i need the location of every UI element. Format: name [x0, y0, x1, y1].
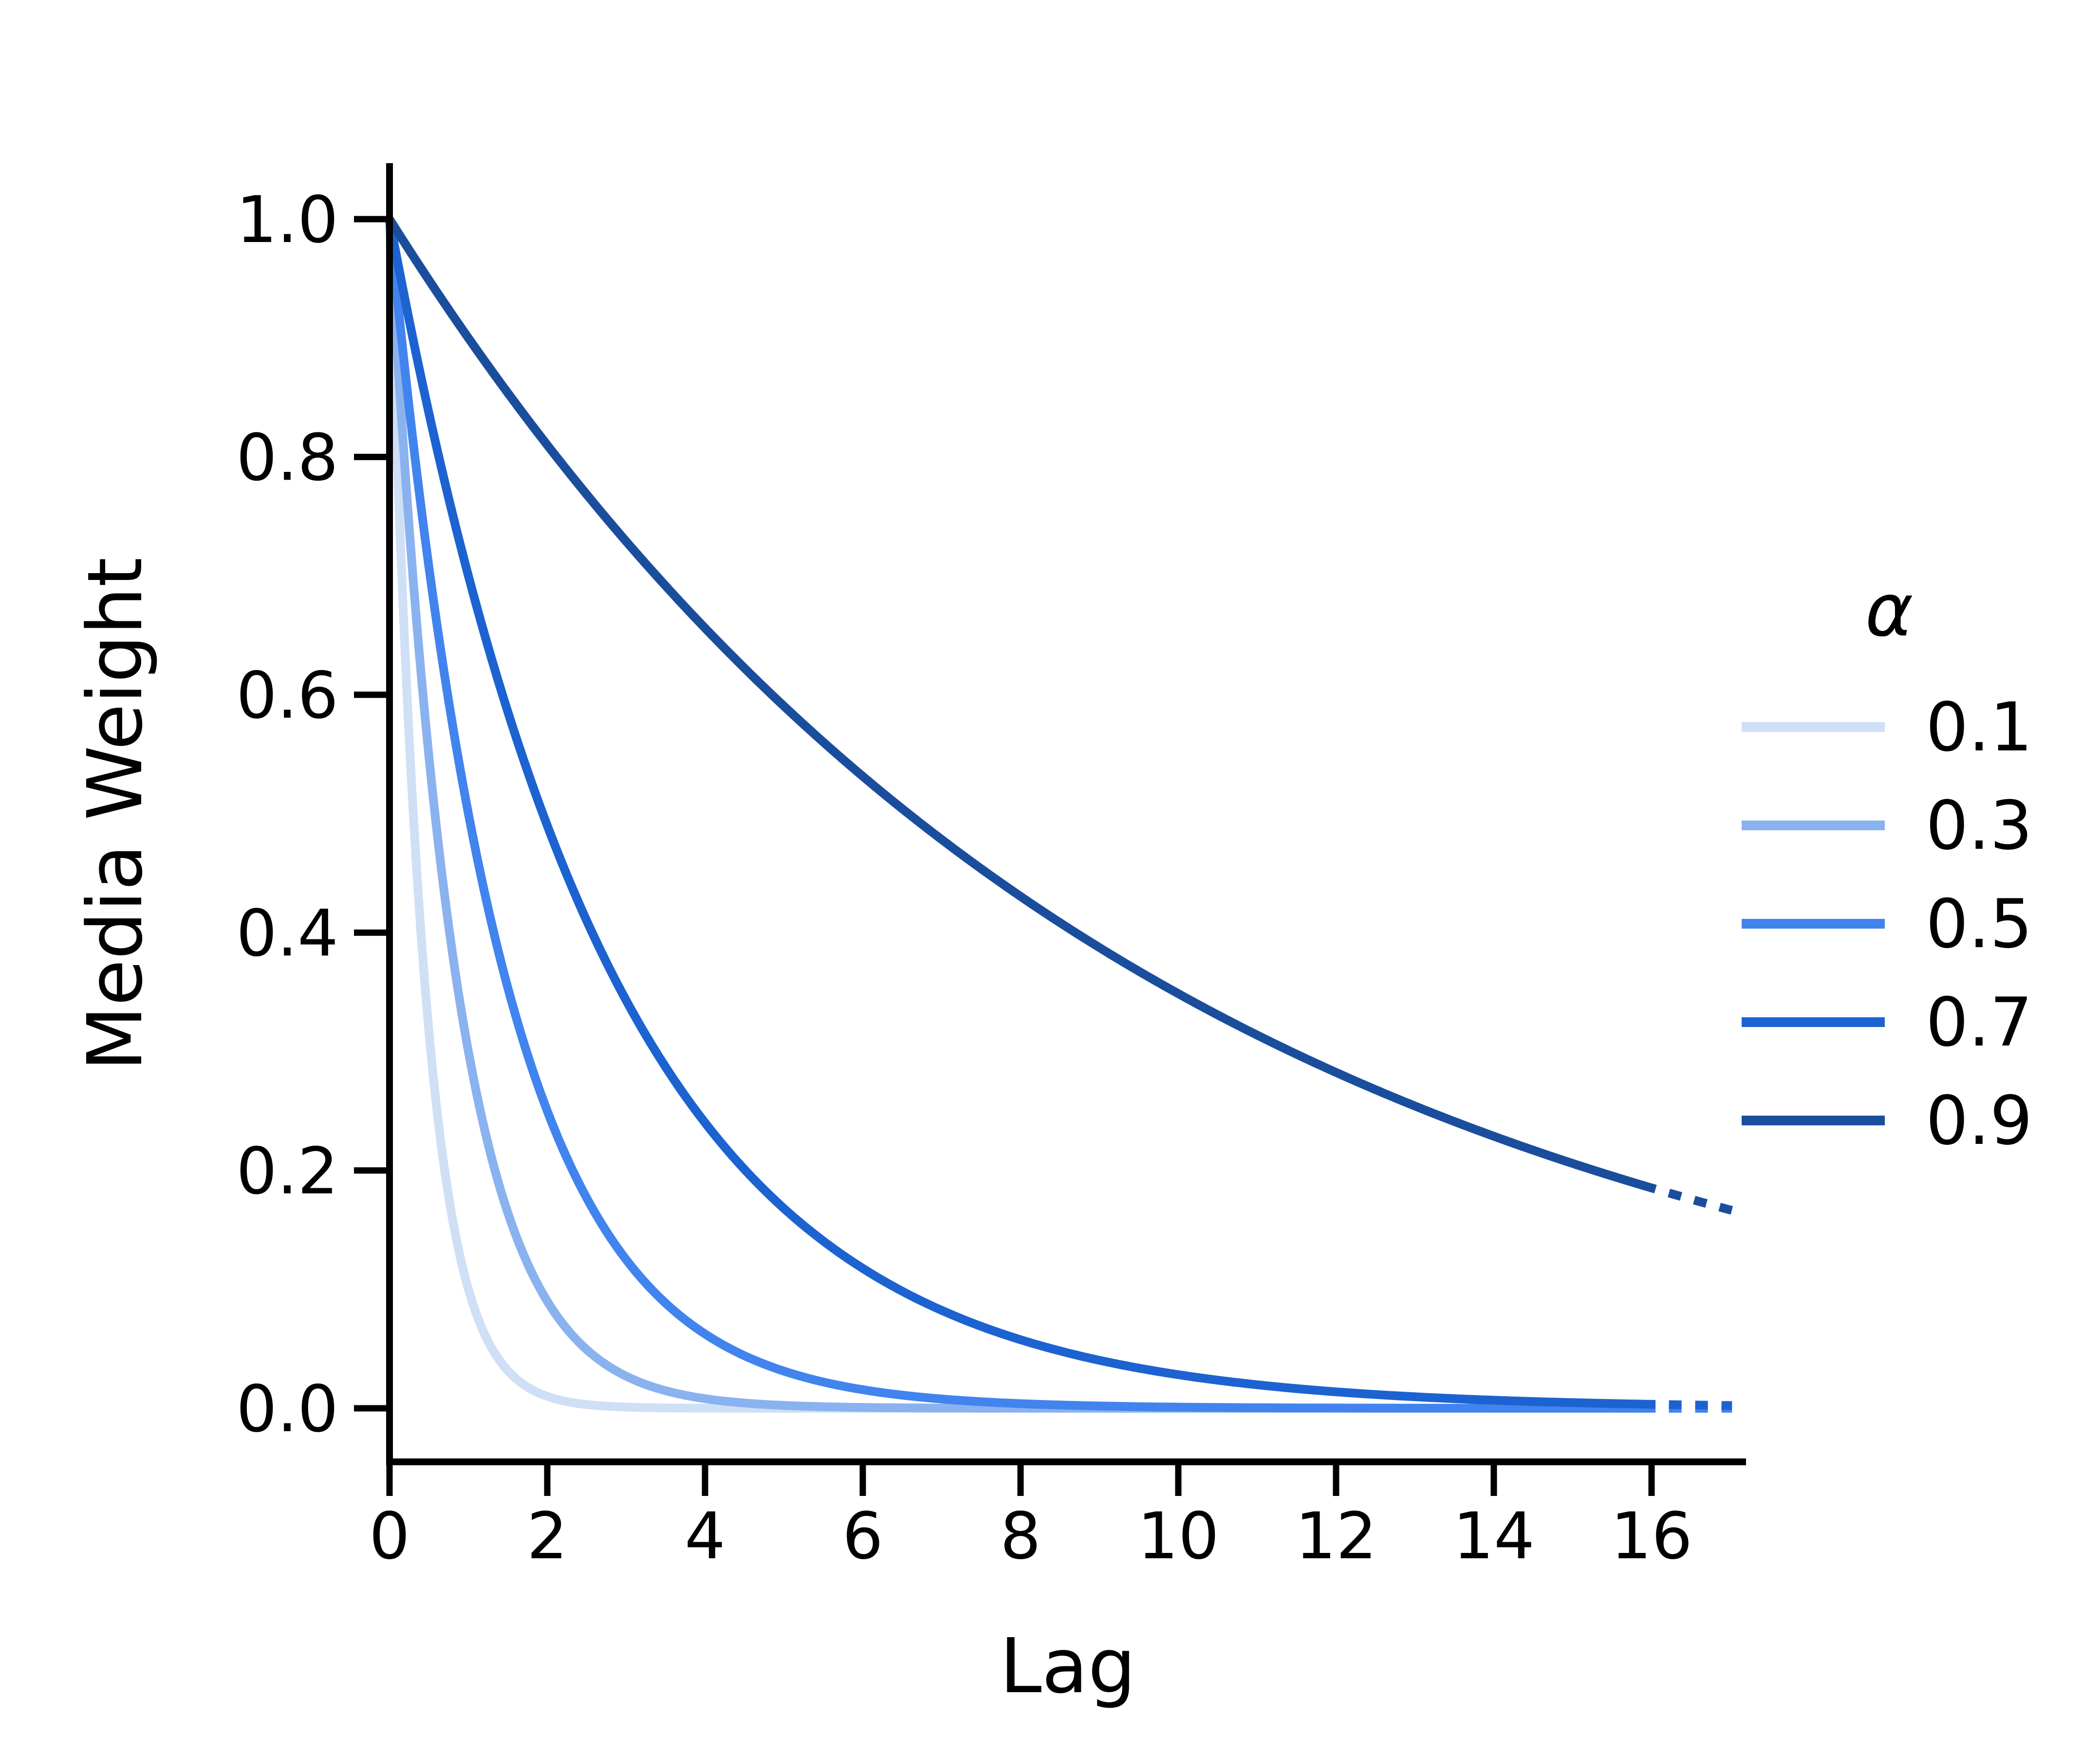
legend-title: α [1865, 568, 1914, 653]
legend-entry-label: 0.7 [1926, 983, 2032, 1062]
series-line-0.3 [385, 219, 1656, 1413]
y-tick-label: 1.0 [236, 183, 338, 258]
legend-entries: 0.1 0.3 0.5 0.7 0.9 [1742, 688, 2032, 1160]
x-tick-label: 10 [1137, 1499, 1219, 1574]
legend-row: 0.5 [1742, 885, 2032, 963]
x-tick-label: 6 [842, 1499, 883, 1574]
legend: α 0.1 0.3 0.5 0.7 0.9 [1742, 568, 2032, 1160]
series-line-continuation-0.7 [1669, 1400, 1732, 1410]
y-axis-title: Media Weight [71, 558, 159, 1071]
y-tick-label: 0.0 [236, 1372, 338, 1447]
legend-entry-label: 0.1 [1926, 688, 2032, 766]
legend-entry-label: 0.3 [1926, 786, 2032, 865]
series-lines [385, 217, 1733, 1413]
y-tick-label: 0.2 [236, 1134, 338, 1209]
x-tick-label: 16 [1611, 1499, 1692, 1574]
y-axis-ticks: 0.0 0.2 0.4 0.6 0.8 1.0 [236, 183, 386, 1447]
x-tick-label: 0 [369, 1499, 410, 1574]
x-tick-label: 8 [1000, 1499, 1041, 1574]
legend-row: 0.7 [1742, 983, 2032, 1062]
legend-row: 0.3 [1742, 786, 2032, 865]
y-tick-label: 0.8 [236, 420, 338, 495]
legend-row: 0.9 [1742, 1082, 2032, 1160]
legend-entry-label: 0.9 [1926, 1082, 2032, 1160]
legend-entry-label: 0.5 [1926, 885, 2032, 963]
y-tick-label: 0.6 [236, 658, 338, 733]
y-tick-label: 0.4 [236, 896, 338, 971]
series-line-continuation-0.9 [1668, 1189, 1733, 1215]
x-tick-label: 2 [527, 1499, 568, 1574]
x-tick-label: 4 [685, 1499, 725, 1574]
x-axis-ticks: 0 2 4 6 8 10 12 14 16 [369, 1462, 1692, 1574]
series-line-0.7 [385, 218, 1656, 1409]
axes: 0 2 4 6 8 10 12 14 16 0.0 0.2 0.4 0.6 0.8 1.0 [236, 163, 1746, 1574]
series-line-0.9 [386, 217, 1657, 1194]
x-axis-title: Lag [1000, 1622, 1136, 1710]
legend-row: 0.1 [1742, 688, 2032, 766]
series-line-0.5 [385, 219, 1656, 1413]
x-tick-label: 12 [1295, 1499, 1377, 1574]
x-tick-label: 14 [1453, 1499, 1535, 1574]
series-line-0.1 [385, 219, 1656, 1413]
